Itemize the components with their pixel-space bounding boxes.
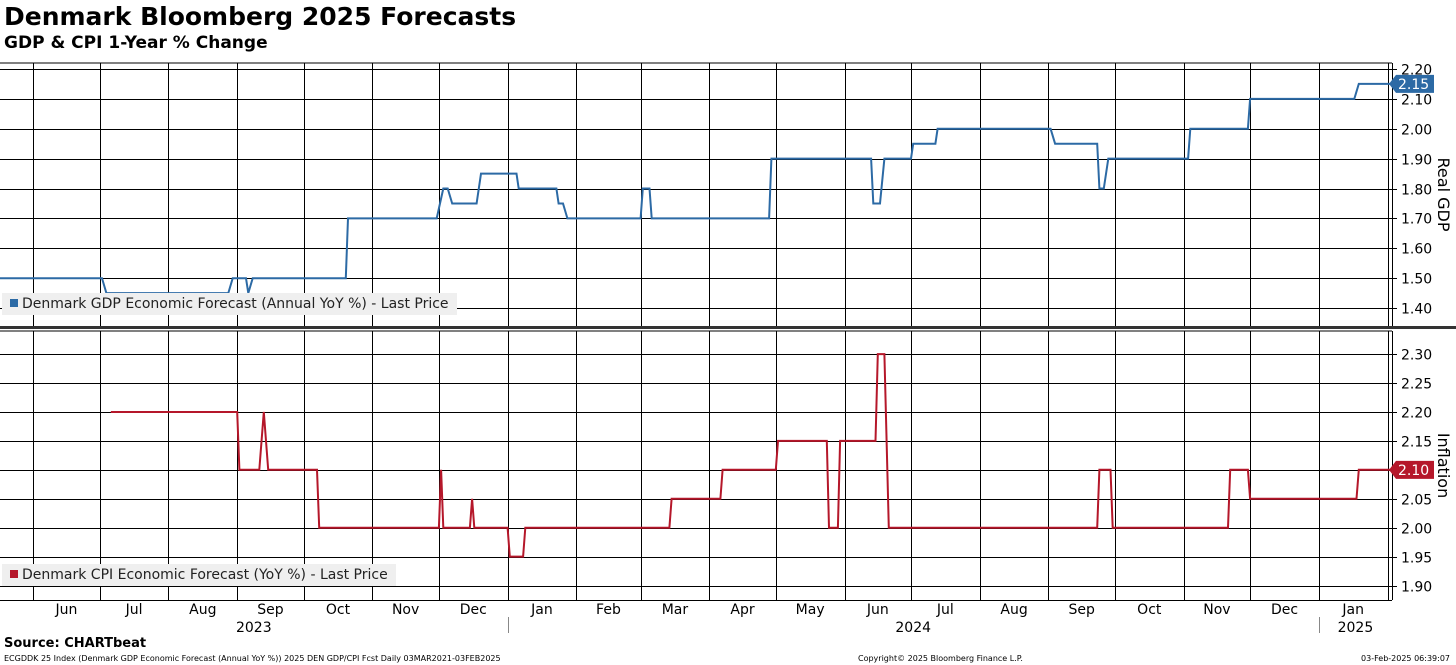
panel-cpi-ytick-label-3: 2.15 bbox=[1401, 435, 1432, 451]
x-month-label-6: Dec bbox=[460, 602, 487, 618]
panel-divider bbox=[0, 326, 1456, 329]
panel-gdp-last-value-bg bbox=[1389, 74, 1434, 93]
panel-gdp-ytick-label-1: 2.10 bbox=[1401, 93, 1432, 109]
label-layer: 2.20 2.10 2.00 1.90 1.80 1.70 1.60 1.50 1.40 2.15… bbox=[55, 63, 1453, 637]
x-month-label-7: Jan bbox=[530, 602, 553, 618]
legend-cpi-text: Denmark CPI Economic Forecast (YoY %) - … bbox=[22, 567, 388, 583]
panel-gdp-axis-label: Real GDP bbox=[1434, 158, 1453, 232]
x-month-label-17: Nov bbox=[1203, 602, 1230, 618]
x-month-label-16: Oct bbox=[1137, 602, 1162, 618]
panel-cpi-last-value-tag: 2.10 bbox=[1389, 460, 1434, 479]
panel-gdp-ytick-label-4: 1.80 bbox=[1401, 183, 1432, 199]
panel-cpi-last-value-bg bbox=[1389, 460, 1434, 479]
x-month-label-0: Jun bbox=[55, 602, 78, 618]
axis-layer bbox=[0, 63, 1456, 633]
panel-gdp-ytick-label-8: 1.40 bbox=[1401, 302, 1432, 318]
x-month-label-14: Aug bbox=[1000, 602, 1027, 618]
series-layer bbox=[0, 82, 1392, 558]
panel-gdp-ytick-label-7: 1.50 bbox=[1401, 272, 1432, 288]
legend-gdp-text: Denmark GDP Economic Forecast (Annual Yo… bbox=[22, 296, 449, 312]
x-month-label-15: Sep bbox=[1068, 602, 1095, 618]
x-year-label-2: 2025 bbox=[1338, 620, 1374, 636]
x-month-label-11: May bbox=[796, 602, 825, 618]
panel-cpi-ytick-label-6: 2.00 bbox=[1401, 522, 1432, 538]
chart-subtitle: GDP & CPI 1-Year % Change bbox=[4, 33, 268, 53]
panel-cpi-ytick-label-0: 2.30 bbox=[1401, 348, 1432, 364]
x-year-label-0: 2023 bbox=[236, 620, 272, 636]
grid-layer bbox=[0, 62, 1392, 600]
panel-cpi-ytick-label-2: 2.20 bbox=[1401, 406, 1432, 422]
legend-cpi-swatch bbox=[10, 570, 18, 578]
panel-gdp-ytick-label-0: 2.20 bbox=[1401, 63, 1432, 79]
footer-right: 03-Feb-2025 06:39:07 bbox=[1361, 654, 1450, 663]
x-month-label-1: Jul bbox=[125, 602, 143, 618]
x-month-label-19: Jan bbox=[1341, 602, 1364, 618]
x-month-label-5: Nov bbox=[392, 602, 419, 618]
panel-cpi-ytick-label-1: 2.25 bbox=[1401, 377, 1432, 393]
panel-cpi-series-line-0 bbox=[110, 353, 1392, 558]
x-month-label-8: Feb bbox=[596, 602, 621, 618]
panel-cpi-ytick-label-5: 2.05 bbox=[1401, 493, 1432, 509]
panel-gdp-ytick-label-3: 1.90 bbox=[1401, 153, 1432, 169]
x-month-label-2: Aug bbox=[189, 602, 216, 618]
legend-gdp: Denmark GDP Economic Forecast (Annual Yo… bbox=[2, 293, 457, 315]
panel-cpi-ytick-label-8: 1.90 bbox=[1401, 580, 1432, 596]
chart-title: Denmark Bloomberg 2025 Forecasts bbox=[4, 2, 517, 31]
panel-cpi-ytick-label-7: 1.95 bbox=[1401, 551, 1432, 567]
x-month-label-9: Mar bbox=[662, 602, 689, 618]
x-month-label-4: Oct bbox=[326, 602, 351, 618]
panel-gdp-last-value-tag: 2.15 bbox=[1389, 74, 1434, 93]
x-month-label-13: Jul bbox=[936, 602, 954, 618]
footer-center: Copyright© 2025 Bloomberg Finance L.P. bbox=[858, 654, 1023, 663]
panel-cpi-axis-label: Inflation bbox=[1434, 433, 1453, 498]
panel-gdp-last-value-text: 2.15 bbox=[1398, 77, 1429, 93]
x-month-label-10: Apr bbox=[730, 602, 754, 618]
source-label: Source: CHARTbeat bbox=[4, 636, 147, 651]
panel-gdp-series-line-0 bbox=[0, 82, 1392, 295]
panel-cpi-last-value-text: 2.10 bbox=[1398, 463, 1429, 479]
x-year-label-1: 2024 bbox=[895, 620, 931, 636]
panel-gdp-ytick-label-5: 1.70 bbox=[1401, 212, 1432, 228]
x-month-label-3: Sep bbox=[257, 602, 284, 618]
x-month-label-18: Dec bbox=[1271, 602, 1298, 618]
legend-gdp-swatch bbox=[10, 299, 18, 307]
legend-cpi: Denmark CPI Economic Forecast (YoY %) - … bbox=[2, 564, 396, 586]
panel-gdp-ytick-label-6: 1.60 bbox=[1401, 242, 1432, 258]
panel-gdp-ytick-label-2: 2.00 bbox=[1401, 123, 1432, 139]
footer-left: ECGDDK 25 Index (Denmark GDP Economic Fo… bbox=[4, 654, 501, 663]
x-month-label-12: Jun bbox=[866, 602, 889, 618]
